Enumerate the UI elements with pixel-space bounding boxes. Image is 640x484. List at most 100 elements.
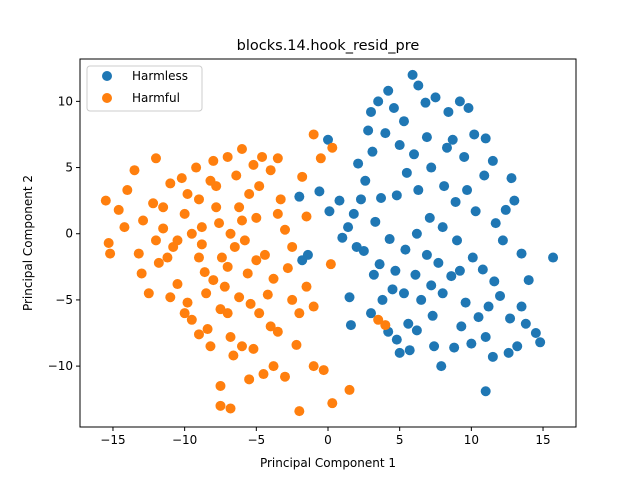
- point-harmful: [100, 195, 111, 206]
- point-harmful: [308, 361, 319, 372]
- point-harmful: [176, 173, 187, 184]
- point-harmless: [490, 218, 501, 229]
- point-harmful: [148, 198, 159, 209]
- point-harmful: [245, 298, 256, 309]
- point-harmful: [196, 239, 207, 250]
- point-harmful: [193, 252, 204, 263]
- point-harmless: [377, 294, 388, 305]
- point-harmless: [473, 312, 484, 323]
- point-harmful: [150, 153, 161, 164]
- point-harmless: [360, 175, 371, 186]
- point-harmless: [487, 155, 498, 166]
- point-harmless: [411, 325, 422, 336]
- point-harmless: [374, 259, 385, 270]
- point-harmful: [215, 380, 226, 391]
- point-harmless: [530, 328, 541, 339]
- y-tick-label: 0: [65, 227, 73, 241]
- point-harmful: [165, 292, 176, 303]
- point-harmful: [234, 202, 245, 213]
- y-tick-label: 5: [65, 161, 73, 175]
- point-harmful: [234, 292, 245, 303]
- point-harmless: [523, 275, 534, 286]
- point-harmless: [480, 386, 491, 397]
- x-axis-label: Principal Component 1: [260, 456, 396, 470]
- point-harmful: [242, 268, 253, 279]
- point-harmful: [327, 398, 338, 409]
- x-tick-label: 10: [464, 433, 479, 447]
- point-harmless: [323, 134, 333, 145]
- point-harmless: [479, 170, 490, 181]
- point-harmless: [520, 318, 531, 329]
- point-harmful: [301, 281, 312, 292]
- point-harmless: [503, 347, 514, 358]
- point-harmful: [208, 155, 219, 166]
- point-harmful: [228, 350, 239, 361]
- point-harmful: [268, 273, 279, 284]
- point-harmful: [308, 301, 319, 312]
- legend-marker-harmless: [102, 71, 112, 81]
- point-harmful: [225, 331, 236, 342]
- point-harmful: [191, 162, 202, 173]
- point-harmless: [398, 288, 409, 299]
- point-harmless: [548, 252, 559, 263]
- point-harmless: [421, 132, 432, 143]
- point-harmful: [287, 294, 298, 305]
- point-harmful: [380, 320, 391, 331]
- point-harmless: [447, 134, 458, 145]
- x-tick-label: −5: [247, 433, 265, 447]
- point-harmless: [366, 106, 377, 117]
- x-tick-label: −15: [100, 433, 125, 447]
- point-harmful: [208, 275, 219, 286]
- point-harmful: [179, 208, 190, 219]
- x-tick-label: 0: [324, 433, 332, 447]
- point-harmful: [150, 235, 161, 246]
- point-harmless: [426, 280, 437, 291]
- point-harmful: [172, 235, 183, 246]
- point-harmless: [480, 331, 491, 342]
- point-harmless: [505, 313, 516, 324]
- point-harmful: [186, 228, 197, 239]
- point-harmless: [495, 290, 506, 301]
- point-harmless: [413, 80, 424, 91]
- point-harmful: [103, 238, 114, 248]
- point-harmless: [426, 162, 437, 173]
- point-harmless: [407, 69, 418, 80]
- point-harmless: [383, 85, 394, 96]
- point-harmless: [454, 265, 465, 276]
- point-harmless: [420, 97, 431, 108]
- point-harmful: [105, 248, 116, 259]
- point-harmless: [391, 190, 402, 201]
- legend: Harmless Harmful: [86, 65, 203, 112]
- point-harmful: [251, 212, 262, 223]
- point-harmful: [275, 194, 286, 205]
- x-tick-label: 5: [396, 433, 404, 447]
- point-harmful: [182, 297, 193, 308]
- legend-label-harmless: Harmless: [132, 69, 188, 83]
- point-harmless: [469, 129, 480, 140]
- point-harmless: [480, 133, 491, 144]
- point-harmful: [301, 211, 312, 222]
- point-harmful: [205, 341, 216, 352]
- point-harmful: [279, 371, 290, 382]
- point-harmful: [211, 202, 222, 213]
- point-harmless: [446, 271, 457, 282]
- point-harmless: [401, 167, 412, 178]
- point-harmless: [437, 288, 448, 299]
- point-harmless: [404, 345, 415, 356]
- point-harmful: [219, 281, 230, 292]
- point-harmful: [294, 308, 305, 319]
- point-harmless: [343, 222, 354, 233]
- point-harmful: [282, 263, 293, 274]
- point-harmful: [265, 321, 276, 332]
- point-harmless: [506, 173, 517, 184]
- point-harmless: [477, 264, 488, 275]
- point-harmless: [388, 102, 399, 113]
- point-harmless: [390, 265, 401, 276]
- point-harmless: [535, 337, 546, 348]
- y-tick-label: −5: [55, 293, 73, 307]
- point-harmless: [344, 292, 355, 303]
- point-harmful: [201, 288, 212, 299]
- point-harmless: [430, 92, 441, 103]
- point-harmless: [463, 102, 474, 113]
- point-harmless: [429, 341, 440, 352]
